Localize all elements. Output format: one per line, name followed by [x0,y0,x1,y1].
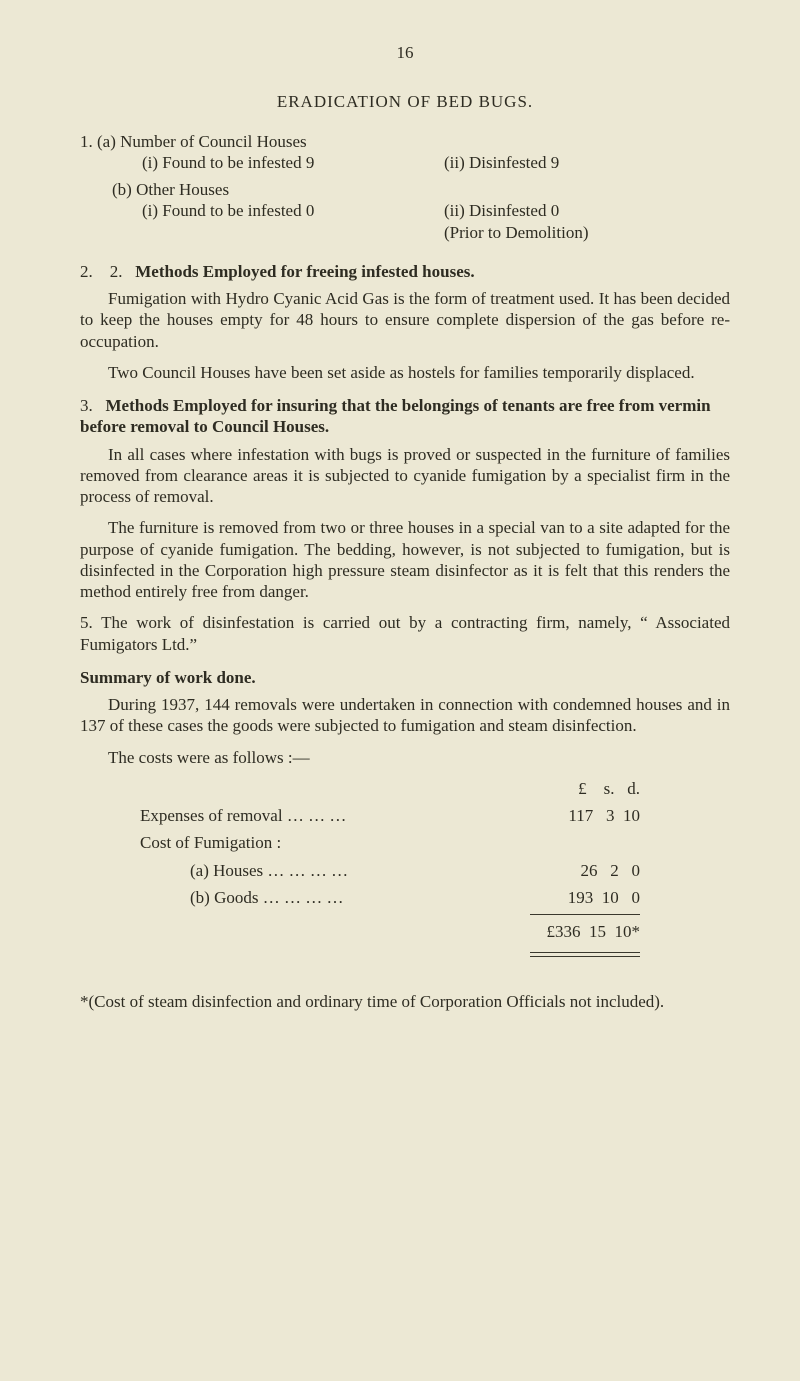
cost-col-head: £ s. d. [520,778,640,799]
sec3-p1: In all cases where infestation with bugs… [80,444,730,508]
sec3-head-visible: 3. Methods Employed for insuring that th… [80,396,711,436]
sec1-b-head: (b) Other Houses [112,179,730,200]
cost-rule2-spacer [120,948,520,957]
sec1-b-i-left: (i) Found to be infested 0 [80,200,444,243]
cost-r3-amount: 193 10 0 [520,887,640,908]
summary-head: Summary of work done. [80,667,730,688]
sec1-b-i-right: (ii) Disinfested 0 [444,200,730,221]
sec1-a-i-right: (ii) Disinfested 9 [444,152,730,173]
cost-r0-amount: 117 3 10 [520,805,640,826]
cost-total-spacer [120,921,520,942]
sec2-p2: Two Council Houses have been set aside a… [80,362,730,383]
cost-rule-double [530,952,640,957]
sec1-b-i-right2: (Prior to Demolition) [444,222,730,243]
sec2-head: 2. 2. Methods Employed for freeing infes… [80,261,730,282]
summary-head-text: Summary of work done. [80,668,256,687]
headline: ERADICATION OF BED BUGS. [80,91,730,112]
cost-r2-label: (a) Houses … … … … [120,860,520,881]
cost-col-spacer [120,778,520,799]
cost-r0-label: Expenses of removal … … … [120,805,520,826]
cost-r2-amount: 26 2 0 [520,860,640,881]
sec3-head: 3. Methods Employed for insuring that th… [80,395,730,438]
sec2-p1: Fumigation with Hydro Cyanic Acid Gas is… [80,288,730,352]
section-1: 1. (a) Number of Council Houses (i) Foun… [80,131,730,243]
cost-r3-label: (b) Goods … … … … [120,887,520,908]
sec1-a-i-left: (i) Found to be infested 9 [80,152,444,173]
cost-total: £336 15 10* [520,921,640,942]
sec2-head-text: 2. 2. Methods Employed for freeing infes… [80,262,106,281]
cost-r1-amount [520,832,640,853]
page-number: 16 [80,42,730,63]
summary-follows: The costs were as follows :— [80,747,730,768]
cost-rule-spacer [120,914,520,915]
sec3-p2: The furniture is removed from two or thr… [80,517,730,602]
summary-p1: During 1937, 144 removals were undertake… [80,694,730,737]
cost-rule [530,914,640,915]
sec5-p: 5. The work of disinfestation is carried… [80,612,730,655]
footnote: *(Cost of steam disinfection and ordinar… [92,991,730,1012]
costs-table: £ s. d. Expenses of removal … … … 117 3 … [120,778,640,958]
document-page: 16 ERADICATION OF BED BUGS. 1. (a) Numbe… [0,0,800,1381]
sec2-head-visible: 2. Methods Employed for freeing infested… [110,262,475,281]
sec1-a-head: 1. (a) Number of Council Houses [80,131,730,152]
cost-r1-label: Cost of Fumigation : [120,832,520,853]
